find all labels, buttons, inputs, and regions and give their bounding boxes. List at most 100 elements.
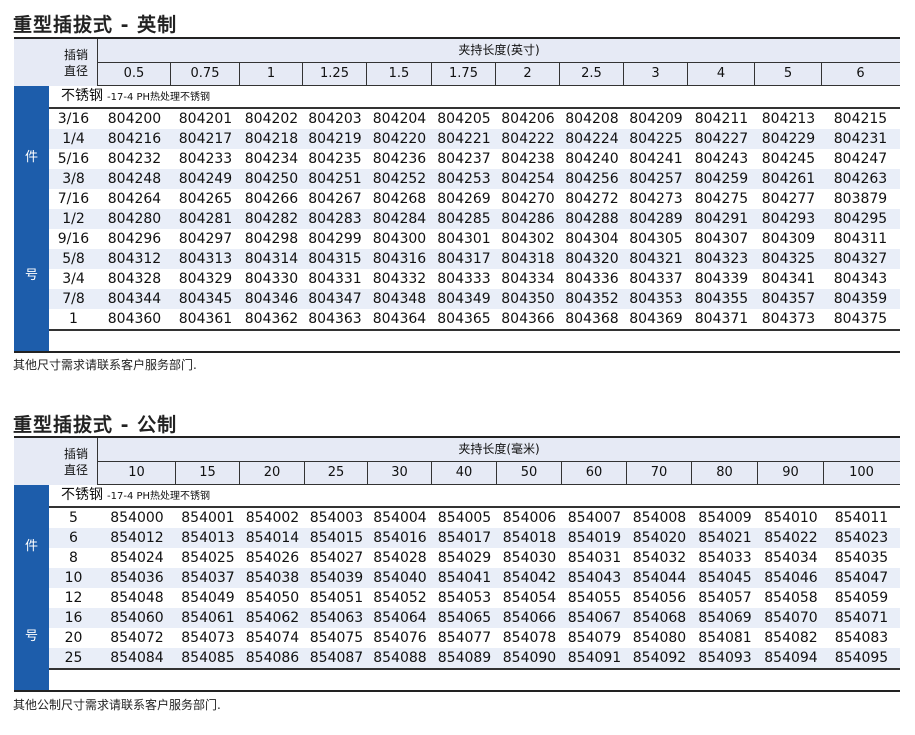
part-number-cell: 804238 xyxy=(501,151,555,167)
table-row: 8 854024 854025 854026 854027 854028 854029 854… xyxy=(49,548,900,568)
part-number-cell: 854031 xyxy=(567,550,622,566)
part-number-cell: 804286 xyxy=(501,211,555,227)
part-number-cell: 854053 xyxy=(437,590,492,606)
part-number-cell: 804289 xyxy=(629,211,683,227)
part-number-cell: 854078 xyxy=(502,630,557,646)
part-number-cell: 854000 xyxy=(110,510,164,526)
part-number-cell: 854065 xyxy=(437,610,492,626)
part-number-cell: 854007 xyxy=(567,510,622,526)
part-number-cell: 804327 xyxy=(833,251,888,267)
part-number-cell: 804256 xyxy=(565,171,619,187)
length-column-header: 10 xyxy=(98,462,176,484)
part-number-cell: 804235 xyxy=(308,151,362,167)
part-number-cell: 854016 xyxy=(373,530,427,546)
part-number-cell: 804250 xyxy=(244,171,299,187)
part-number-cell: 804227 xyxy=(694,131,749,147)
material-row: 不锈钢 -17-4 PH热处理不锈钢 xyxy=(49,485,900,508)
part-number-cell: 804234 xyxy=(244,151,299,167)
part-number-cell: 804241 xyxy=(629,151,683,167)
part-number-cell: 804353 xyxy=(629,291,683,307)
material-label: 不锈钢 xyxy=(61,88,103,104)
part-number-cell: 804355 xyxy=(694,291,749,307)
part-number-cell: 804347 xyxy=(308,291,362,307)
table-row: 6 854012 854013 854014 854015 854016 854017 854… xyxy=(49,528,900,548)
table-body: 件号不锈钢 -17-4 PH热处理不锈钢 3/16 804200 804201 80420… xyxy=(14,86,900,351)
part-number-cell: 854070 xyxy=(764,610,818,626)
part-number-cell: 804345 xyxy=(178,291,233,307)
part-number-cell: 854082 xyxy=(764,630,818,646)
part-number-cell: 854054 xyxy=(502,590,557,606)
part-number-cell: 854014 xyxy=(245,530,300,546)
diameter-header: 插销直径 xyxy=(63,48,88,78)
part-number-cell: 854076 xyxy=(373,630,427,646)
part-number-cell: 854033 xyxy=(698,550,752,566)
length-column-header: 15 xyxy=(176,462,240,484)
part-number-cell: 804200 xyxy=(107,111,162,127)
part-number-cell: 854050 xyxy=(245,590,300,606)
part-number-cell: 804298 xyxy=(244,231,299,247)
imperial-table: 插销直径 夹持长度(英寸) 0.5 0.75 1 1.25 1.5 1.75 2 2.5 3 4 5 6 件… xyxy=(14,37,900,353)
part-number-cell: 804277 xyxy=(761,191,816,207)
part-number-cell: 804243 xyxy=(694,151,749,167)
part-number-cell: 804330 xyxy=(244,271,299,287)
part-number-side-label: 件号 xyxy=(14,86,49,351)
part-number-cell: 804346 xyxy=(244,291,299,307)
material-note: -17-4 PH热处理不锈钢 xyxy=(107,491,211,502)
part-number-cell: 854030 xyxy=(502,550,557,566)
part-number-cell: 804366 xyxy=(501,311,555,327)
part-number-cell: 804313 xyxy=(178,251,233,267)
part-number-cell: 804336 xyxy=(565,271,619,287)
table-row: 7/8 804344 804345 804346 804347 804348 804349 8… xyxy=(49,289,900,309)
part-number-cell: 854087 xyxy=(309,650,364,666)
part-number-cell: 854055 xyxy=(567,590,622,606)
part-number-cell: 854006 xyxy=(502,510,557,526)
length-columns: 10 15 20 25 30 40 50 60 70 80 90 100 xyxy=(98,462,900,485)
table-footer-spacer xyxy=(49,668,900,690)
material-label: 不锈钢 xyxy=(61,487,103,503)
part-number-cell: 854027 xyxy=(309,550,364,566)
diameter-cell: 7/8 xyxy=(62,291,85,307)
part-number-cell: 804261 xyxy=(761,171,816,187)
part-number-cell: 854046 xyxy=(764,570,818,586)
part-number-cell: 804314 xyxy=(244,251,299,267)
part-number-cell: 804320 xyxy=(565,251,619,267)
diameter-cell: 6 xyxy=(69,530,78,546)
part-number-cell: 854068 xyxy=(632,610,687,626)
part-number-cell: 804252 xyxy=(372,171,427,187)
part-number-cell: 854010 xyxy=(764,510,818,526)
part-number-cell: 804275 xyxy=(694,191,749,207)
rows: 3/16 804200 804201 804202 804203 804204 804205… xyxy=(49,109,900,329)
part-number-cell: 854057 xyxy=(698,590,752,606)
part-number-cell: 804368 xyxy=(565,311,619,327)
part-number-cell: 804265 xyxy=(178,191,233,207)
part-number-cell: 854081 xyxy=(698,630,752,646)
part-number-cell: 804253 xyxy=(437,171,491,187)
part-number-cell: 854042 xyxy=(502,570,557,586)
table-row: 1 804360 804361 804362 804363 804364 804365 804… xyxy=(49,309,900,329)
part-number-cell: 804296 xyxy=(107,231,162,247)
table-row: 5/16 804232 804233 804234 804235 804236 804237… xyxy=(49,149,900,169)
part-number-cell: 804307 xyxy=(694,231,749,247)
part-number-cell: 804365 xyxy=(437,311,491,327)
part-number-cell: 854085 xyxy=(181,650,235,666)
diameter-cell: 7/16 xyxy=(57,191,90,207)
diameter-cell: 16 xyxy=(64,610,83,626)
part-number-cell: 804248 xyxy=(107,171,162,187)
part-number-cell: 804224 xyxy=(565,131,619,147)
part-number-cell: 804229 xyxy=(761,131,816,147)
part-number-cell: 804357 xyxy=(761,291,816,307)
part-number-cell: 804334 xyxy=(501,271,555,287)
part-number-cell: 854026 xyxy=(245,550,300,566)
part-number-cell: 854094 xyxy=(764,650,818,666)
imperial-title: 重型插拔式 - 英制 xyxy=(13,14,178,36)
part-number-cell: 854093 xyxy=(698,650,752,666)
part-number-side-label: 件号 xyxy=(14,485,49,690)
part-number-cell: 854072 xyxy=(110,630,164,646)
part-number-cell: 854061 xyxy=(181,610,235,626)
part-number-cell: 854045 xyxy=(698,570,752,586)
part-number-cell: 804215 xyxy=(833,111,888,127)
part-number-cell: 854015 xyxy=(309,530,364,546)
rows: 5 854000 854001 854002 854003 854004 854005 854… xyxy=(49,508,900,668)
part-number-cell: 804297 xyxy=(178,231,233,247)
part-number-cell: 804280 xyxy=(107,211,162,227)
